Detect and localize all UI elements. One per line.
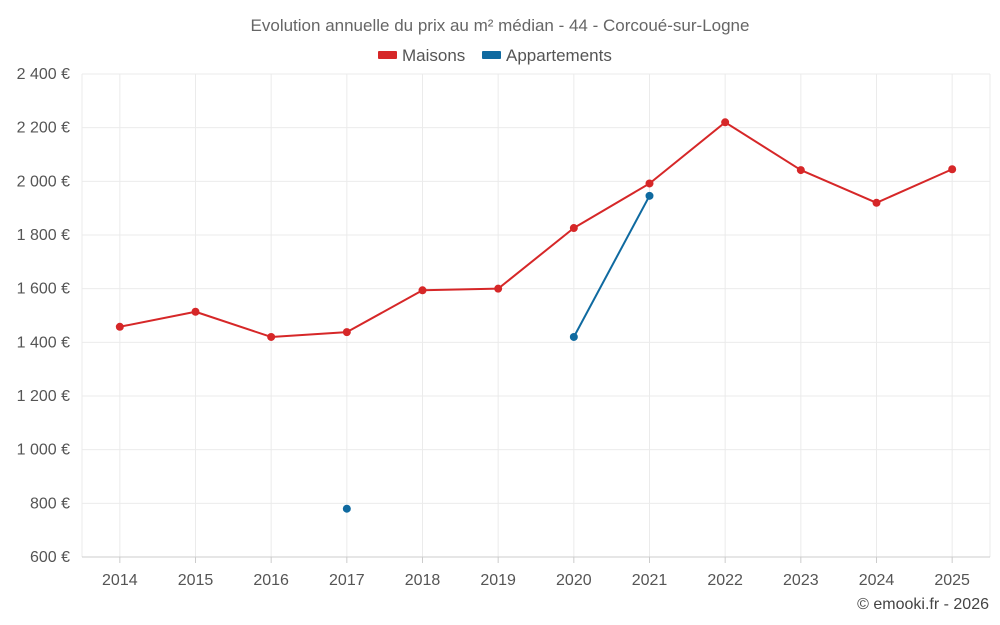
data-point-maisons[interactable] [494,284,503,293]
y-tick-label: 1 600 € [17,281,70,298]
x-tick-label: 2024 [859,572,895,589]
data-point-appartements[interactable] [645,191,654,200]
data-point-maisons[interactable] [872,198,881,207]
x-tick-label: 2023 [783,572,819,589]
y-tick-label: 1 400 € [17,334,70,351]
legend-item-appartements[interactable]: Appartements [482,46,612,65]
data-point-appartements[interactable] [342,504,351,513]
data-point-maisons[interactable] [796,166,805,175]
series [115,118,957,513]
y-tick-label: 2 000 € [17,173,70,190]
x-tick-label: 2017 [329,572,365,589]
series-appartements [342,191,654,513]
credit-text[interactable]: © emooki.fr - 2026 [857,596,989,613]
legend-label-appartements: Appartements [506,46,612,65]
x-tick-label: 2025 [934,572,970,589]
legend-swatch-appartements [482,51,501,59]
data-point-maisons[interactable] [267,332,276,341]
axes [82,556,990,563]
legend: Maisons Appartements [378,46,612,65]
grid [81,73,991,557]
data-point-maisons[interactable] [115,322,124,331]
data-point-maisons[interactable] [342,328,351,337]
data-point-maisons[interactable] [569,224,578,233]
x-tick-label: 2014 [102,572,138,589]
x-tick-label: 2021 [632,572,668,589]
chart-title: Evolution annuelle du prix au m² médian … [251,16,750,35]
x-tick-label: 2015 [178,572,214,589]
x-tick-label: 2020 [556,572,592,589]
x-tick-label: 2022 [707,572,743,589]
x-tick-label: 2018 [405,572,441,589]
y-tick-label: 2 200 € [17,120,70,137]
y-tick-labels: 600 € 800 € 1 000 € 1 200 € 1 400 € 1 600 € 1 … [17,66,70,566]
data-point-appartements[interactable] [569,332,578,341]
y-tick-label: 2 400 € [17,66,70,83]
data-point-maisons[interactable] [721,118,730,127]
data-point-maisons[interactable] [418,286,427,295]
series-line-maisons [119,121,953,338]
y-tick-label: 1 800 € [17,227,70,244]
x-tick-label: 2016 [253,572,289,589]
y-tick-label: 600 € [30,549,70,566]
legend-item-maisons[interactable]: Maisons [378,46,465,65]
x-tick-labels: 2014 2015 2016 2017 2018 2019 2020 2021 2022 2023… [102,572,970,589]
series-line-appartements [572,195,651,338]
data-point-maisons[interactable] [645,179,654,188]
series-maisons [115,118,957,341]
y-tick-label: 1 000 € [17,442,70,459]
y-tick-label: 800 € [30,495,70,512]
x-tick-label: 2019 [480,572,516,589]
y-tick-label: 1 200 € [17,388,70,405]
legend-swatch-maisons [378,51,397,59]
legend-label-maisons: Maisons [402,46,465,65]
data-point-maisons[interactable] [191,307,200,316]
data-point-maisons[interactable] [948,165,957,174]
